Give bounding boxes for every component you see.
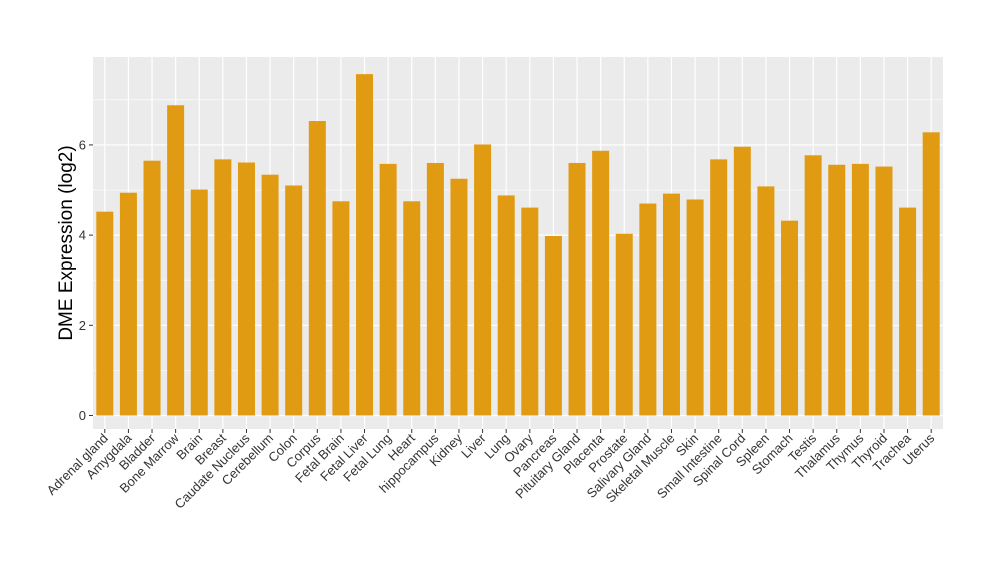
bar-amygdala — [119, 192, 137, 416]
y-tick-label: 6 — [79, 137, 86, 152]
bar-kidney — [450, 178, 468, 416]
bar-spinal-cord — [733, 146, 751, 416]
bar-thymus — [851, 163, 869, 416]
bar-brain — [190, 189, 208, 416]
bar-pituitary-gland — [568, 162, 586, 416]
y-axis-title: DME Expression (log2) — [56, 145, 77, 340]
minor-gridlines — [93, 99, 943, 371]
y-tick-label: 4 — [79, 228, 86, 243]
bar-breast — [214, 159, 232, 416]
bar-small-intestine — [710, 159, 728, 416]
y-tick-label: 2 — [79, 318, 86, 333]
bar-bladder — [143, 160, 161, 416]
y-tick-label: 0 — [79, 408, 86, 423]
bar-uterus — [922, 132, 940, 416]
bar-trachea — [899, 207, 917, 416]
y-axis: 0 2 4 6 — [79, 137, 93, 423]
bars — [96, 74, 940, 416]
bar-placenta — [592, 150, 610, 416]
bar-spleen — [757, 186, 775, 416]
bar-stomach — [781, 220, 799, 416]
bar-skeletal-muscle — [662, 193, 680, 416]
bar-skin — [686, 199, 704, 416]
bar-cerebellum — [261, 174, 279, 416]
bar-adrenal-gland — [96, 211, 114, 416]
bar-caudate-nucleus — [237, 162, 255, 416]
bar-fetal-brain — [332, 201, 350, 416]
bar-prostate — [615, 233, 633, 416]
bar-ovary — [521, 207, 539, 416]
bar-corpus — [308, 121, 326, 416]
bar-pancreas — [544, 236, 562, 416]
plot-panel — [93, 57, 943, 429]
bar-fetal-lung — [379, 163, 397, 416]
bar-colon — [285, 185, 303, 416]
bar-thyroid — [875, 166, 893, 416]
bar-liver — [474, 144, 492, 416]
bar-thalamus — [828, 164, 846, 416]
bar-lung — [497, 195, 515, 416]
bar-bone-marrow — [167, 105, 185, 416]
bar-fetal-liver — [356, 74, 374, 416]
bar-hippocampus — [426, 162, 444, 416]
bar-testis — [804, 155, 822, 416]
x-tick-label: Liver — [458, 430, 489, 461]
bar-heart — [403, 201, 421, 416]
bar-salivary-gland — [639, 203, 657, 416]
